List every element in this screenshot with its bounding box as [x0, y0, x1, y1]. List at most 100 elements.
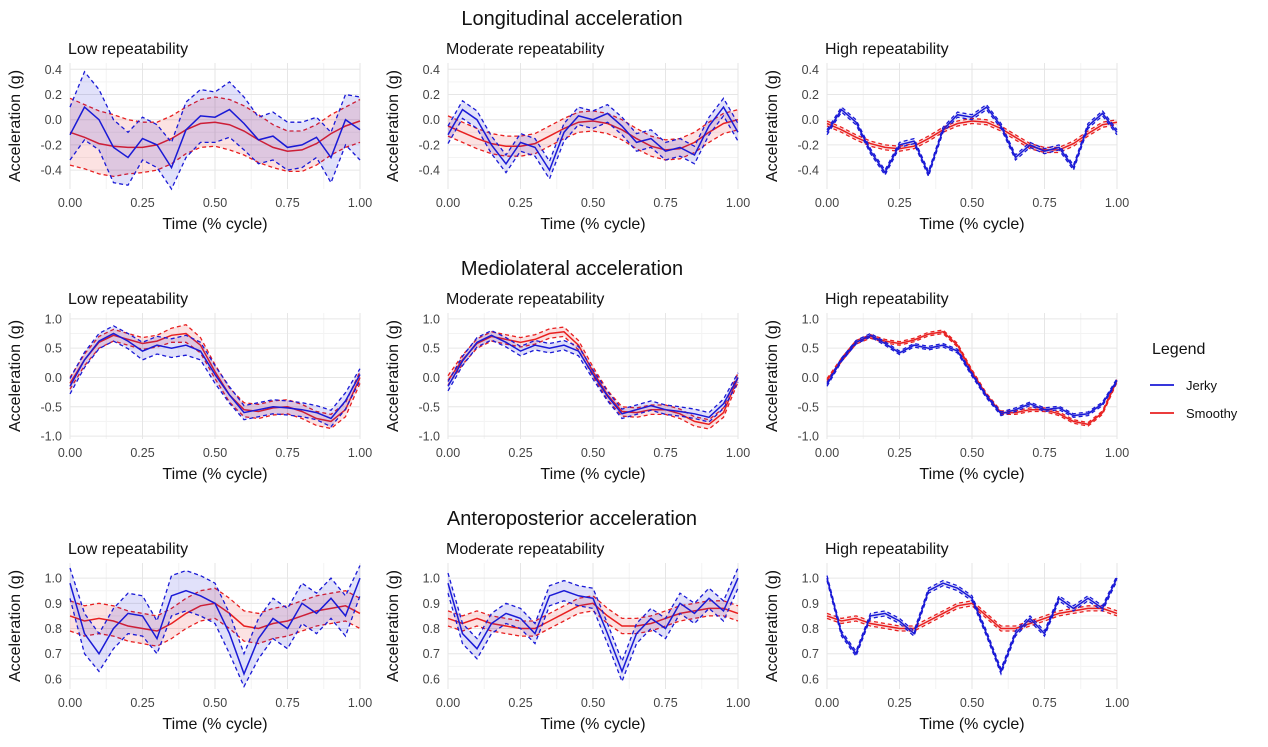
mean-line-jerky — [447, 577, 739, 674]
x-tick-label: 0.50 — [203, 696, 227, 710]
x-tick-label: 0.25 — [508, 446, 532, 460]
x-tick-label: 0.50 — [960, 446, 984, 460]
panel-subtitle: High repeatability — [825, 291, 949, 308]
upper-bound-jerky — [826, 103, 1118, 174]
lower-bound-jerky — [826, 336, 1118, 418]
y-tick-label: 0.0 — [802, 113, 819, 127]
y-tick-label: 0.8 — [423, 622, 440, 636]
panel-1-1: Moderate repeatability 0.00 0.25 0.50 0.75 1.… — [385, 291, 750, 483]
lower-bound-jerky — [447, 587, 739, 684]
x-tick-label: 0.00 — [58, 446, 82, 460]
ribbon-jerky — [448, 330, 738, 422]
y-tick-label: 0.5 — [423, 342, 440, 356]
y-tick-label: 0.0 — [423, 113, 440, 127]
y-tick-label: 1.0 — [802, 572, 819, 586]
mean-line-smoothy — [447, 602, 739, 630]
y-tick-label: 0.8 — [802, 622, 819, 636]
panel-2-2: High repeatability 0.00 0.25 0.50 0.75 1.00 0.… — [764, 541, 1129, 733]
mean-line-jerky — [69, 577, 361, 676]
y-tick-label: 0.4 — [45, 63, 62, 77]
x-tick-label: 1.00 — [1105, 696, 1129, 710]
y-tick-label: 0.9 — [45, 597, 62, 611]
ribbon-jerky — [448, 568, 738, 682]
mean-line-jerky — [69, 105, 361, 170]
panel-0-0: Low repeatability 0.00 0.25 0.50 0.75 1.00 -0.… — [7, 41, 372, 233]
panel-1-0: Low repeatability 0.00 0.25 0.50 0.75 1.00 -1.… — [7, 291, 372, 483]
y-tick-label: 0.5 — [45, 342, 62, 356]
x-tick-label: 0.00 — [58, 196, 82, 210]
y-axis-title: Acceleration (g) — [7, 320, 24, 432]
x-axis-title: Time (% cycle) — [919, 716, 1024, 733]
lower-bound-smoothy — [826, 605, 1118, 632]
y-tick-label: 0.7 — [423, 647, 440, 661]
y-tick-label: -1.0 — [797, 430, 819, 444]
x-tick-label: 0.50 — [203, 446, 227, 460]
panel-subtitle: Low repeatability — [68, 541, 188, 558]
panel-2-1: Moderate repeatability 0.00 0.25 0.50 0.75 1.… — [385, 541, 750, 733]
y-tick-label: 0.6 — [45, 672, 62, 686]
mean-line-jerky — [826, 106, 1118, 176]
lower-bound-smoothy — [447, 129, 739, 161]
upper-bound-smoothy — [69, 587, 361, 617]
ribbon-smoothy — [70, 588, 360, 647]
x-axis-title: Time (% cycle) — [919, 216, 1024, 233]
y-axis-title: Acceleration (g) — [764, 320, 781, 432]
y-tick-label: 0.7 — [45, 647, 62, 661]
x-tick-label: 1.00 — [1105, 446, 1129, 460]
y-tick-label: 0.9 — [423, 597, 440, 611]
x-tick-label: 0.75 — [1032, 696, 1056, 710]
x-axis-title: Time (% cycle) — [540, 466, 645, 483]
lower-bound-smoothy — [69, 340, 361, 430]
x-axis-title: Time (% cycle) — [162, 716, 267, 733]
upper-bound-jerky — [69, 70, 361, 144]
legend-title: Legend — [1152, 341, 1205, 358]
panel-subtitle: Moderate repeatability — [446, 291, 604, 308]
lower-bound-jerky — [826, 108, 1118, 179]
x-tick-label: 0.75 — [653, 446, 677, 460]
y-axis-title: Acceleration (g) — [7, 570, 24, 682]
x-tick-label: 0.75 — [653, 696, 677, 710]
mean-line-jerky — [69, 332, 361, 420]
panel-1-2: High repeatability 0.00 0.25 0.50 0.75 1.00 -1… — [764, 291, 1129, 483]
x-axis-title: Time (% cycle) — [540, 216, 645, 233]
x-tick-label: 0.00 — [58, 696, 82, 710]
y-axis-title: Acceleration (g) — [764, 70, 781, 182]
y-tick-label: -0.5 — [797, 400, 819, 414]
x-axis-title: Time (% cycle) — [540, 716, 645, 733]
x-tick-label: 1.00 — [726, 696, 750, 710]
x-tick-label: 0.50 — [203, 196, 227, 210]
y-axis-title: Acceleration (g) — [385, 570, 402, 682]
y-tick-label: -0.2 — [40, 138, 62, 152]
chart-row-1: Mediolateral acceleration Low repeatabili… — [7, 258, 1129, 483]
ribbon-smoothy — [70, 97, 360, 177]
legend: Legend Jerky Smoothy — [1150, 341, 1238, 421]
y-tick-label: 0.9 — [802, 597, 819, 611]
x-tick-label: 0.00 — [436, 446, 460, 460]
panel-0-1: Moderate repeatability 0.00 0.25 0.50 0.75 1.… — [385, 41, 750, 233]
y-tick-label: -0.5 — [418, 400, 440, 414]
y-tick-label: 0.4 — [423, 63, 440, 77]
upper-bound-smoothy — [826, 600, 1118, 627]
mean-line-smoothy — [69, 120, 361, 152]
upper-bound-jerky — [69, 325, 361, 412]
y-tick-label: -0.4 — [797, 164, 819, 178]
lower-bound-jerky — [69, 136, 361, 191]
lower-bound-smoothy — [69, 141, 361, 178]
legend-label-jerky: Jerky — [1186, 378, 1218, 393]
mean-line-jerky — [447, 105, 739, 172]
panel-subtitle: Low repeatability — [68, 291, 188, 308]
y-tick-label: 1.0 — [45, 312, 62, 326]
y-tick-label: -1.0 — [40, 430, 62, 444]
y-axis-title: Acceleration (g) — [7, 70, 24, 182]
y-tick-label: 1.0 — [45, 572, 62, 586]
x-tick-label: 1.00 — [348, 196, 372, 210]
x-tick-label: 0.25 — [508, 196, 532, 210]
ribbon-smoothy — [70, 324, 360, 429]
x-tick-label: 1.00 — [726, 196, 750, 210]
upper-bound-smoothy — [826, 117, 1118, 149]
x-tick-label: 0.50 — [581, 446, 605, 460]
x-tick-label: 0.50 — [960, 196, 984, 210]
x-tick-label: 0.00 — [815, 196, 839, 210]
y-tick-label: 0.5 — [802, 342, 819, 356]
x-tick-label: 0.75 — [275, 696, 299, 710]
